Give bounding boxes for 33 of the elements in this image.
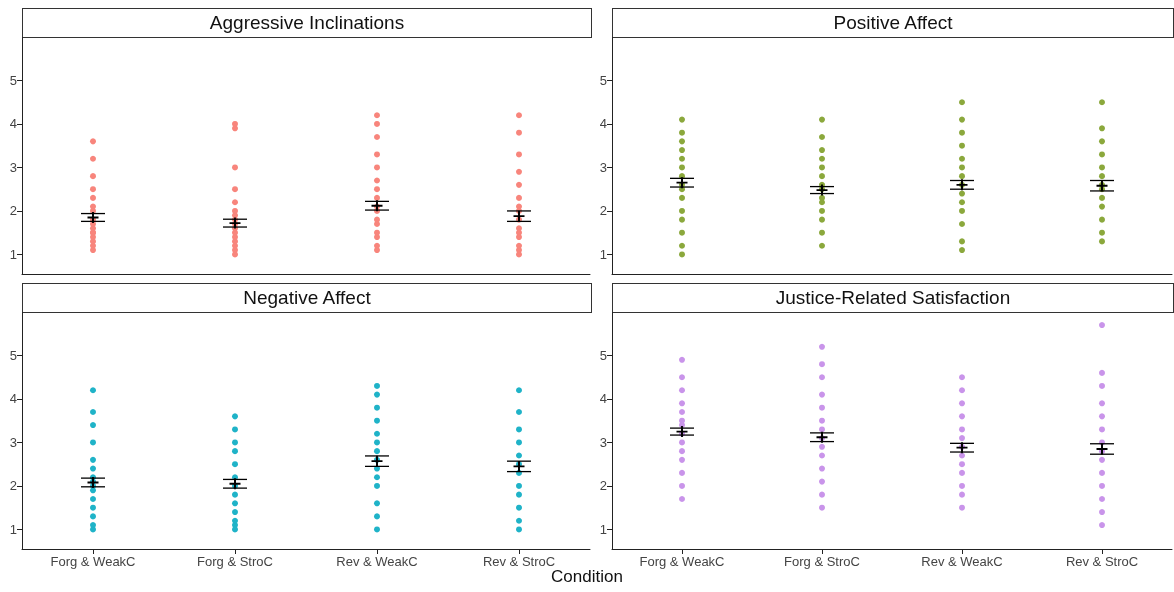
y-tick-label: 4 [599,391,607,407]
x-tick-label: Rev & StroC [482,554,556,569]
y-tick-label: 3 [9,159,17,175]
chart-title: Aggressive Inclinations [22,8,592,38]
x-tick-label: Rev & WeakC [336,554,418,569]
y-tick-label: 5 [599,72,607,88]
y-tick-label: 2 [9,203,17,219]
y-tick-label: 3 [599,434,607,450]
x-axis-title: Condition [551,567,623,586]
y-tick-label: 2 [599,203,607,219]
y-tick-label: 1 [9,246,17,262]
chart-title: Negative Affect [22,283,592,313]
x-tick-label: Forg & StroC [197,554,273,569]
chart-title: Justice-Related Satisfaction [612,283,1174,313]
x-tick-label: Forg & WeakC [639,554,725,569]
y-tick-label: 1 [599,521,607,537]
y-tick-label: 2 [599,478,607,494]
y-tick-label: 5 [9,72,17,88]
y-tick-label: 2 [9,478,17,494]
y-tick-label: 3 [599,159,607,175]
x-tick-label: Forg & WeakC [50,554,136,569]
x-tick-label: Rev & WeakC [921,554,1003,569]
x-tick-label: Forg & StroC [784,554,860,569]
y-tick-label: 1 [9,521,17,537]
y-tick-label: 3 [9,434,17,450]
y-tick-label: 4 [9,391,17,407]
y-tick-label: 5 [9,347,17,363]
y-tick-label: 5 [599,347,607,363]
chart-title: Positive Affect [612,8,1174,38]
x-tick-label: Rev & StroC [1065,554,1139,569]
y-tick-label: 1 [599,246,607,262]
y-tick-label: 4 [9,116,17,132]
y-tick-label: 4 [599,116,607,132]
